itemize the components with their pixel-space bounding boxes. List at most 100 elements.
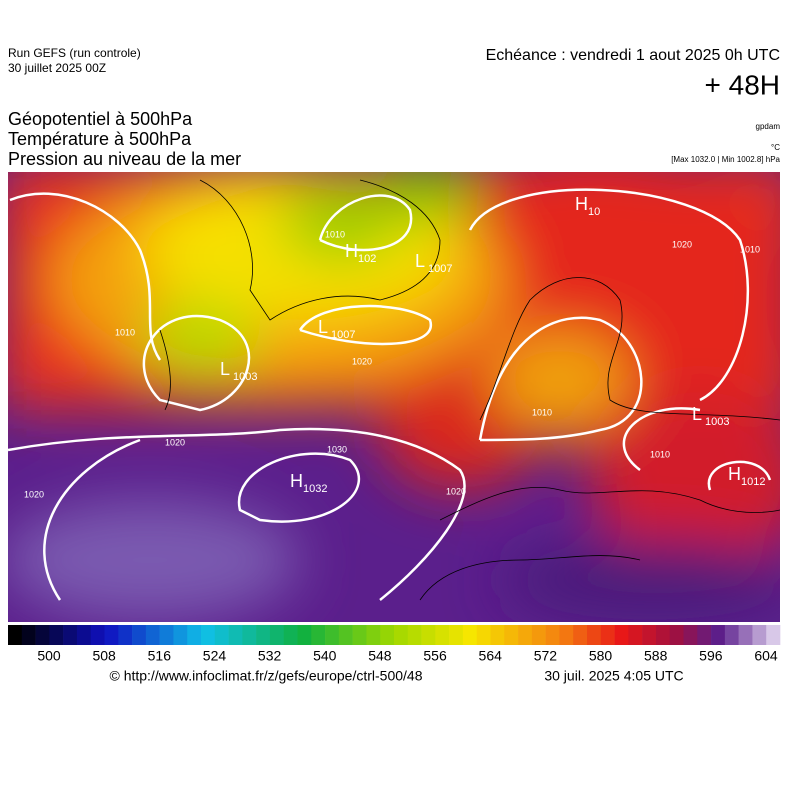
colorbar-tick: 556 bbox=[423, 648, 447, 664]
field-label: Température à 500hPa bbox=[8, 129, 192, 149]
colorbar-tick: 588 bbox=[644, 648, 668, 664]
colorbar-swatch bbox=[283, 625, 298, 645]
colorbar-swatch bbox=[214, 625, 229, 645]
pressure-center: H 10 bbox=[575, 194, 600, 218]
center-value: 102 bbox=[358, 253, 376, 265]
colorbar-swatch bbox=[711, 625, 726, 645]
colorbar-swatch bbox=[366, 625, 381, 645]
pressure-center: H 102 bbox=[345, 241, 376, 265]
center-letter: L bbox=[415, 251, 425, 271]
colorbar-swatch bbox=[338, 625, 353, 645]
contour-label: 1020 bbox=[446, 486, 466, 496]
colorbar-swatch bbox=[394, 625, 409, 645]
colorbar-swatch bbox=[325, 625, 340, 645]
colorbar-swatch bbox=[655, 625, 671, 645]
center-letter: H bbox=[345, 241, 358, 261]
colorbar-tick: 596 bbox=[699, 648, 723, 664]
contour-label: 1020 bbox=[24, 489, 44, 499]
pressure-center: L 1007 bbox=[318, 317, 355, 341]
pressure-center: L 1003 bbox=[220, 359, 257, 383]
center-letter: H bbox=[290, 471, 303, 491]
colorbar-swatch bbox=[145, 625, 160, 645]
contour-label: 1020 bbox=[352, 356, 372, 366]
colorbar-swatch bbox=[752, 625, 767, 645]
colorbar-swatch bbox=[21, 625, 36, 645]
colorbar-swatch bbox=[766, 625, 781, 645]
colorbar-swatch bbox=[531, 625, 546, 645]
colorbar-swatch bbox=[573, 625, 588, 645]
center-letter: H bbox=[728, 464, 741, 484]
center-value: 1007 bbox=[428, 263, 452, 275]
center-letter: L bbox=[220, 359, 230, 379]
colorbar-tick: 508 bbox=[92, 648, 116, 664]
colorbar-tick: 580 bbox=[589, 648, 613, 664]
colorbar-tick: 524 bbox=[203, 648, 227, 664]
center-letter: L bbox=[318, 317, 328, 337]
center-letter: H bbox=[575, 194, 588, 214]
colorbar-swatch bbox=[242, 625, 257, 645]
pressure-center: H 1012 bbox=[728, 464, 765, 488]
colorbar-swatch bbox=[173, 625, 188, 645]
pressure-center: L 1007 bbox=[415, 251, 452, 275]
valid-time: Echéance : vendredi 1 aout 2025 0h UTC bbox=[486, 47, 780, 64]
pressure-center: L 1003 bbox=[692, 404, 729, 428]
colorbar-swatch bbox=[90, 625, 105, 645]
colorbar-swatch bbox=[587, 625, 602, 645]
center-letter: L bbox=[692, 404, 702, 424]
colorbar-tick: 548 bbox=[368, 648, 392, 664]
contour-label: 1030 bbox=[327, 444, 347, 454]
colorbar-swatch bbox=[462, 625, 478, 645]
colorbar-swatch bbox=[187, 625, 202, 645]
colorbar-tick: 516 bbox=[148, 648, 172, 664]
center-value: 1003 bbox=[705, 416, 729, 428]
source-credit: © http://www.infoclimat.fr/z/gefs/europe… bbox=[109, 668, 422, 684]
field-label: Pression au niveau de la mer bbox=[8, 149, 241, 169]
unit-label: °C bbox=[771, 143, 780, 152]
contour-label: 1010 bbox=[325, 229, 345, 239]
colorbar-swatch bbox=[35, 625, 50, 645]
colorbar-swatch bbox=[63, 625, 78, 645]
colorbar-tick: 604 bbox=[754, 648, 778, 664]
colorbar-swatch bbox=[614, 625, 629, 645]
colorbar-swatch bbox=[228, 625, 243, 645]
colorbar-swatch bbox=[683, 625, 698, 645]
center-value: 1012 bbox=[741, 476, 765, 488]
pressure-center: H 1032 bbox=[290, 471, 327, 495]
colorbar-swatch bbox=[118, 625, 133, 645]
unit-label: [Max 1032.0 | Min 1002.8] hPa bbox=[671, 155, 780, 164]
colorbar-swatch bbox=[518, 625, 533, 645]
contour-label: 1010 bbox=[650, 449, 670, 459]
contour-label: 1020 bbox=[165, 437, 185, 447]
colorbar-swatch bbox=[724, 625, 739, 645]
colorbar-swatch bbox=[600, 625, 615, 645]
colorbar-swatch bbox=[628, 625, 643, 645]
colorbar-swatch bbox=[132, 625, 147, 645]
colorbar-swatch bbox=[256, 625, 271, 645]
colorbar-tick: 572 bbox=[534, 648, 558, 664]
lead-time: + 48H bbox=[705, 69, 781, 100]
colorbar-swatch bbox=[642, 625, 657, 645]
colorbar-swatch bbox=[380, 625, 395, 645]
colorbar-swatch bbox=[738, 625, 753, 645]
colorbar-tick: 532 bbox=[258, 648, 282, 664]
colorbar-swatch bbox=[49, 625, 64, 645]
colorbar-swatch bbox=[504, 625, 519, 645]
center-value: 10 bbox=[588, 206, 600, 218]
contour-label: 1010 bbox=[115, 327, 135, 337]
colorbar-swatch bbox=[311, 625, 326, 645]
contour-label: 1010 bbox=[532, 407, 552, 417]
colorbar-swatch bbox=[76, 625, 92, 645]
colorbar-swatch bbox=[201, 625, 216, 645]
colorbar-swatch bbox=[297, 625, 312, 645]
colorbar-swatch bbox=[269, 625, 285, 645]
colorbar-swatch bbox=[559, 625, 574, 645]
colorbar-swatch bbox=[104, 625, 119, 645]
colorbar-swatch bbox=[545, 625, 560, 645]
colorbar-swatch bbox=[490, 625, 505, 645]
colorbar-swatch bbox=[476, 625, 491, 645]
colorbar-swatch bbox=[669, 625, 684, 645]
colorbar-swatch bbox=[421, 625, 436, 645]
center-value: 1003 bbox=[233, 371, 257, 383]
